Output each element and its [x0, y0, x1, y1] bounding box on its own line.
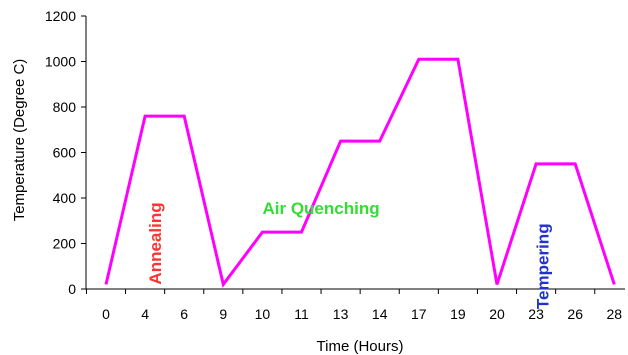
x-tick-label: 6: [180, 306, 188, 322]
annotation-tempering: Tempering: [534, 223, 553, 309]
x-tick-label: 0: [102, 306, 110, 322]
x-tick-label: 19: [450, 306, 466, 322]
y-tick-label: 800: [53, 99, 77, 115]
y-tick-label: 400: [53, 190, 77, 206]
x-tick-label: 20: [489, 306, 505, 322]
x-tick-label: 13: [333, 306, 349, 322]
annotation-annealing: Annealing: [146, 202, 165, 284]
annotations: Annealing Air Quenching Tempering: [146, 199, 553, 309]
y-tick-label: 600: [53, 145, 77, 161]
x-tick-label: 17: [411, 306, 427, 322]
x-tick-label: 14: [372, 306, 388, 322]
x-tick-label: 11: [294, 306, 309, 322]
x-tick-label: 9: [219, 306, 227, 322]
y-axis-label: Temperature (Degree C): [11, 59, 28, 222]
y-tick-label: 200: [53, 236, 77, 252]
annotation-air-quenching: Air Quenching: [262, 199, 379, 218]
series-line: [104, 57, 616, 288]
y-tick-label: 1200: [45, 8, 76, 24]
x-tick-label: 4: [141, 306, 149, 322]
y-tick-label: 1000: [45, 54, 76, 70]
x-tick-label: 23: [528, 306, 544, 322]
x-tick-label: 10: [255, 306, 271, 322]
x-axis-label: Time (Hours): [317, 338, 404, 355]
x-tick-label: 28: [607, 306, 623, 322]
x-ticks: 0 4 6 9 10 11 13 14 17 19 20 23 26 28: [85, 289, 623, 322]
plot-area: 0 200 400 600 800 1000 1200 0 4 6 9 10 11 13 14 17 19 20…: [45, 8, 625, 322]
x-tick-label: 26: [567, 306, 583, 322]
y-ticks: 0 200 400 600 800 1000 1200: [45, 8, 86, 297]
y-tick-label: 0: [68, 281, 76, 297]
